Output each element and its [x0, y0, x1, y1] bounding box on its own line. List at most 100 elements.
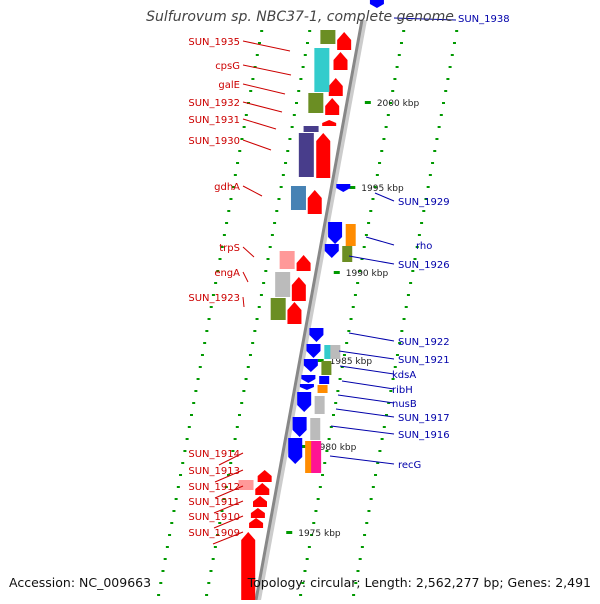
- forward-cog-box: [308, 93, 324, 113]
- scale-dot-outer-right: [439, 114, 443, 116]
- forward-cds: [322, 120, 337, 126]
- forward-gene-label: SUN_1914: [188, 449, 240, 460]
- reverse-gene-label: SUN_1916: [398, 430, 450, 441]
- reverse-gene-label: ribH: [392, 385, 413, 396]
- scale-dot-outer-right: [369, 498, 373, 500]
- scale-major-tick: [301, 445, 308, 448]
- scale-major-tick: [349, 186, 356, 189]
- scale-major-tick: [317, 359, 324, 362]
- scale-dot-outer-right: [398, 342, 402, 344]
- forward-gene-label: SUN_1913: [188, 466, 240, 477]
- backbone-line: [254, 19, 364, 601]
- scale-dot-outer-left: [207, 318, 211, 320]
- scale-label: 2000 kbp: [377, 99, 420, 109]
- scale-dot-inner-left: [251, 342, 255, 344]
- scale-dot-outer-right: [415, 246, 419, 248]
- scale-dot-inner-left: [220, 510, 224, 512]
- scale-dot-outer-left: [196, 378, 200, 380]
- scale-dot-outer-right: [422, 210, 426, 212]
- scale-dot-outer-left: [251, 78, 255, 80]
- reverse-gene-label: SUN_1921: [398, 355, 450, 366]
- scale-dot-inner-left: [301, 66, 305, 68]
- forward-leader-line: [242, 101, 283, 113]
- scale-dot-outer-left: [168, 534, 172, 536]
- scale-dot-inner-left: [268, 246, 272, 248]
- scale-dot-outer-right: [354, 582, 358, 584]
- scale-dot-inner-left: [264, 270, 268, 272]
- scale-dot-inner-right: [329, 426, 333, 428]
- scale-dot-outer-left: [163, 558, 167, 560]
- reverse-gene-label: rho: [416, 241, 432, 252]
- forward-gene-label: cpsG: [215, 61, 240, 72]
- reverse-cog-box: [317, 385, 328, 393]
- reverse-gene-label: SUN_1938: [458, 14, 510, 25]
- scale-dot-inner-left: [222, 498, 226, 500]
- scale-dot-inner-right: [299, 594, 303, 596]
- reverse-cds: [306, 344, 321, 358]
- forward-cds: [250, 508, 265, 518]
- scale-dot-outer-right: [409, 282, 413, 284]
- scale-dot-inner-right: [301, 582, 305, 584]
- scale-dot-outer-right: [384, 414, 388, 416]
- scale-dot-inner-left: [205, 594, 209, 596]
- scale-dot-inner-right: [393, 78, 397, 80]
- scale-dot-outer-right: [358, 558, 362, 560]
- forward-gene-label: SUN_1923: [188, 293, 240, 304]
- scale-label: 1995 kbp: [361, 184, 404, 194]
- forward-cds: [325, 98, 340, 115]
- forward-gene-label: SUN_1930: [188, 136, 240, 147]
- reverse-leader-line: [374, 192, 395, 202]
- reverse-cog-box: [311, 441, 322, 473]
- reverse-cds: [301, 375, 316, 383]
- scale-dot-outer-right: [378, 450, 382, 452]
- reverse-cog-box: [314, 396, 325, 414]
- scale-dot-outer-left: [242, 126, 246, 128]
- scale-dot-outer-left: [187, 426, 191, 428]
- scale-dot-inner-right: [345, 342, 349, 344]
- scale-dot-outer-left: [179, 474, 183, 476]
- forward-leader-line: [242, 185, 263, 197]
- gene-features: [238, 0, 384, 600]
- scale-dot-inner-left: [231, 450, 235, 452]
- reverse-gene-label: SUN_1917: [398, 413, 450, 424]
- reverse-leader-line: [365, 236, 395, 246]
- scale-dot-inner-left: [277, 198, 281, 200]
- scale-dot-inner-right: [307, 546, 311, 548]
- scale-dot-inner-right: [399, 42, 403, 44]
- reverse-cds: [292, 417, 307, 437]
- scale-dot-inner-left: [240, 402, 244, 404]
- scale-dot-inner-right: [342, 354, 346, 356]
- scale-dot-outer-right: [452, 42, 456, 44]
- scale-dot-outer-left: [172, 510, 176, 512]
- scale-dot-inner-right: [395, 66, 399, 68]
- scale-dot-inner-right: [303, 570, 307, 572]
- genome-summary-text: Topology: circular; Length: 2,562,277 bp…: [247, 575, 591, 590]
- scale-dot-outer-left: [203, 342, 207, 344]
- reverse-cog-box: [330, 345, 341, 359]
- forward-leader-line: [242, 118, 277, 130]
- forward-gene-label: SUN_1911: [188, 497, 240, 508]
- scale-dot-outer-left: [165, 546, 169, 548]
- forward-cds: [253, 496, 268, 507]
- reverse-cog-box: [324, 345, 335, 359]
- scale-dot-outer-right: [360, 546, 364, 548]
- scale-major-tick: [333, 271, 340, 274]
- forward-gene-label: SUN_1909: [188, 528, 240, 539]
- forward-gene-label: trpS: [219, 243, 240, 254]
- scale-dot-outer-left: [227, 210, 231, 212]
- scale-dot-outer-right: [382, 426, 386, 428]
- scale-dot-outer-right: [406, 294, 410, 296]
- scale-dot-outer-left: [229, 198, 233, 200]
- scale-dot-inner-right: [373, 186, 377, 188]
- forward-leader-line: [242, 139, 272, 151]
- scale-dot-outer-right: [374, 474, 378, 476]
- scale-label: 1980 kbp: [314, 443, 357, 453]
- scale-dot-outer-left: [238, 150, 242, 152]
- scale-dot-inner-right: [375, 174, 379, 176]
- scale-dot-inner-left: [297, 90, 301, 92]
- reverse-leader-line: [335, 408, 395, 418]
- scale-dot-outer-left: [181, 462, 185, 464]
- scale-dot-inner-right: [358, 270, 362, 272]
- reverse-cog-box: [342, 246, 353, 262]
